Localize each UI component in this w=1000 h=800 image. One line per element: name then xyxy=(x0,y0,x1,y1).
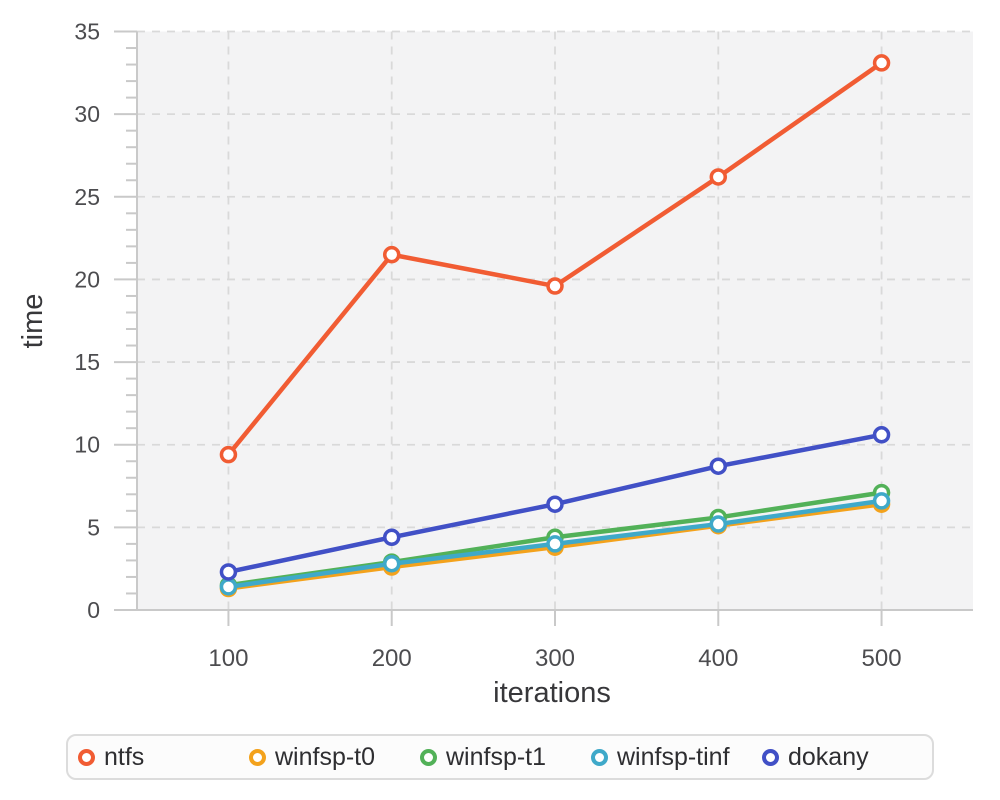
line-chart: 0 5 10 15 20 25 30 35 100 200 300 400 500 time itera… xyxy=(17,19,973,709)
winfsp-t0-marker-icon xyxy=(249,748,266,766)
winfsp-t1-marker-icon xyxy=(420,748,437,766)
data-point-winfsp-tinf xyxy=(382,554,401,573)
legend-label-winfsp-t1: winfsp-t1 xyxy=(446,742,547,771)
data-point-ntfs xyxy=(872,54,891,72)
y-tick-label: 20 xyxy=(74,266,100,292)
legend: ntfs winfsp-t0 winfsp-t1 winfsp-tinf dok… xyxy=(66,734,934,780)
legend-label-winfsp-tinf: winfsp-tinf xyxy=(617,742,730,771)
data-point-dokany xyxy=(219,563,238,581)
data-point-ntfs xyxy=(546,277,564,295)
legend-label-ntfs: ntfs xyxy=(104,742,145,771)
legend-item-ntfs[interactable]: ntfs xyxy=(78,743,249,772)
legend-item-winfsp-t1[interactable]: winfsp-t1 xyxy=(420,743,591,772)
y-tick-label: 30 xyxy=(74,101,100,127)
data-point-winfsp-tinf xyxy=(546,535,564,553)
data-point-winfsp-tinf xyxy=(872,492,891,510)
x-tick-label: 400 xyxy=(698,645,738,672)
data-point-dokany xyxy=(382,528,401,547)
x-tick-label: 300 xyxy=(535,645,575,672)
winfsp-tinf-marker-icon xyxy=(591,748,608,766)
data-point-winfsp-tinf xyxy=(709,515,728,533)
x-tick-label: 200 xyxy=(372,645,412,672)
y-tick-label: 10 xyxy=(74,432,100,458)
y-axis-title: time xyxy=(17,294,49,349)
ntfs-marker-icon xyxy=(78,748,95,766)
x-tick-label: 100 xyxy=(208,645,248,672)
data-point-dokany xyxy=(546,495,564,513)
legend-item-winfsp-tinf[interactable]: winfsp-tinf xyxy=(591,743,762,772)
legend-label-dokany: dokany xyxy=(788,742,869,771)
y-tick-label: 0 xyxy=(87,597,100,623)
data-point-ntfs xyxy=(709,168,728,186)
legend-item-winfsp-t0[interactable]: winfsp-t0 xyxy=(249,743,420,772)
legend-item-dokany[interactable]: dokany xyxy=(762,743,869,772)
data-point-winfsp-tinf xyxy=(219,578,238,596)
data-point-ntfs xyxy=(219,445,238,464)
data-point-dokany xyxy=(872,426,891,444)
dokany-marker-icon xyxy=(762,748,779,766)
y-tick-label: 35 xyxy=(74,19,100,45)
data-point-ntfs xyxy=(382,245,401,264)
legend-label-winfsp-t0: winfsp-t0 xyxy=(275,742,376,771)
x-axis-title: iterations xyxy=(493,677,611,709)
y-tick-label: 5 xyxy=(87,514,100,540)
y-tick-label: 25 xyxy=(74,184,100,210)
x-tick-label: 500 xyxy=(862,645,902,672)
data-point-dokany xyxy=(709,457,728,475)
y-tick-label: 15 xyxy=(74,349,100,375)
